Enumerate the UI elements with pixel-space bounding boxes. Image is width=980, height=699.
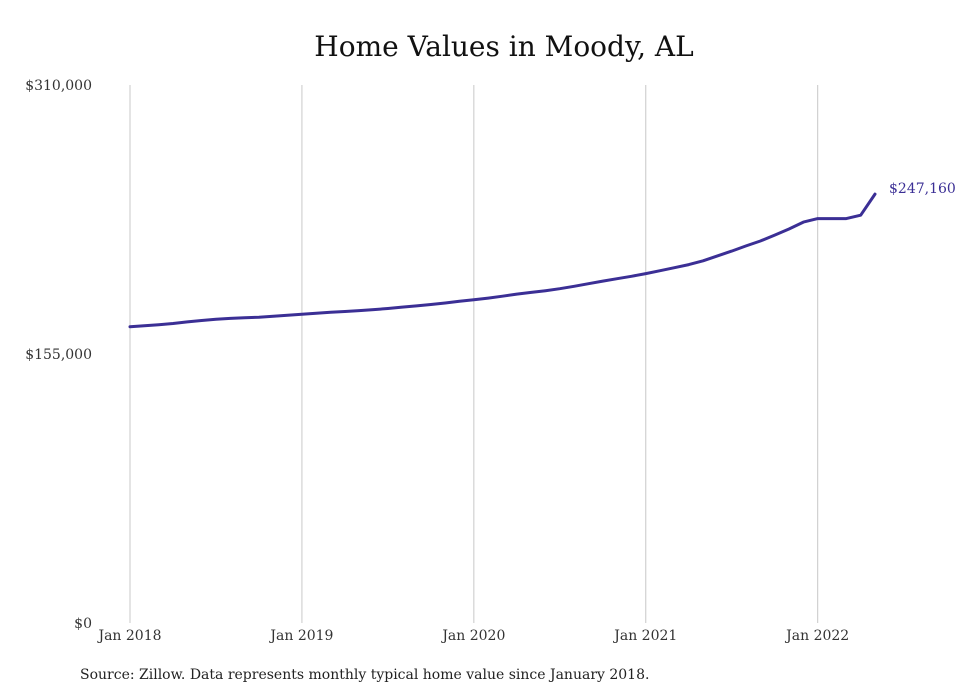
y-axis-tick-labels: $0 $155,000 $310,000 bbox=[25, 78, 92, 632]
chart-title: Home Values in Moody, AL bbox=[314, 30, 694, 63]
y-tick-label: $155,000 bbox=[25, 347, 92, 363]
series-line-0 bbox=[128, 192, 877, 329]
source-note: Source: Zillow. Data represents monthly … bbox=[80, 667, 650, 683]
x-tick-label: Jan 2020 bbox=[440, 628, 505, 644]
end-value-label: $247,160 bbox=[889, 181, 956, 197]
x-tick-label: Jan 2022 bbox=[784, 628, 849, 644]
x-tick-label: Jan 2018 bbox=[96, 628, 161, 644]
series-layer bbox=[128, 192, 877, 329]
y-tick-label: $310,000 bbox=[25, 78, 92, 94]
y-tick-label: $0 bbox=[74, 616, 92, 632]
x-tick-label: Jan 2021 bbox=[612, 628, 677, 644]
x-axis-tick-labels: Jan 2018 Jan 2019 Jan 2020 Jan 2021 Jan 2022 bbox=[96, 628, 849, 644]
gridlines bbox=[129, 85, 819, 623]
x-tick-label: Jan 2019 bbox=[268, 628, 333, 644]
annotations: $247,160 bbox=[889, 181, 956, 197]
